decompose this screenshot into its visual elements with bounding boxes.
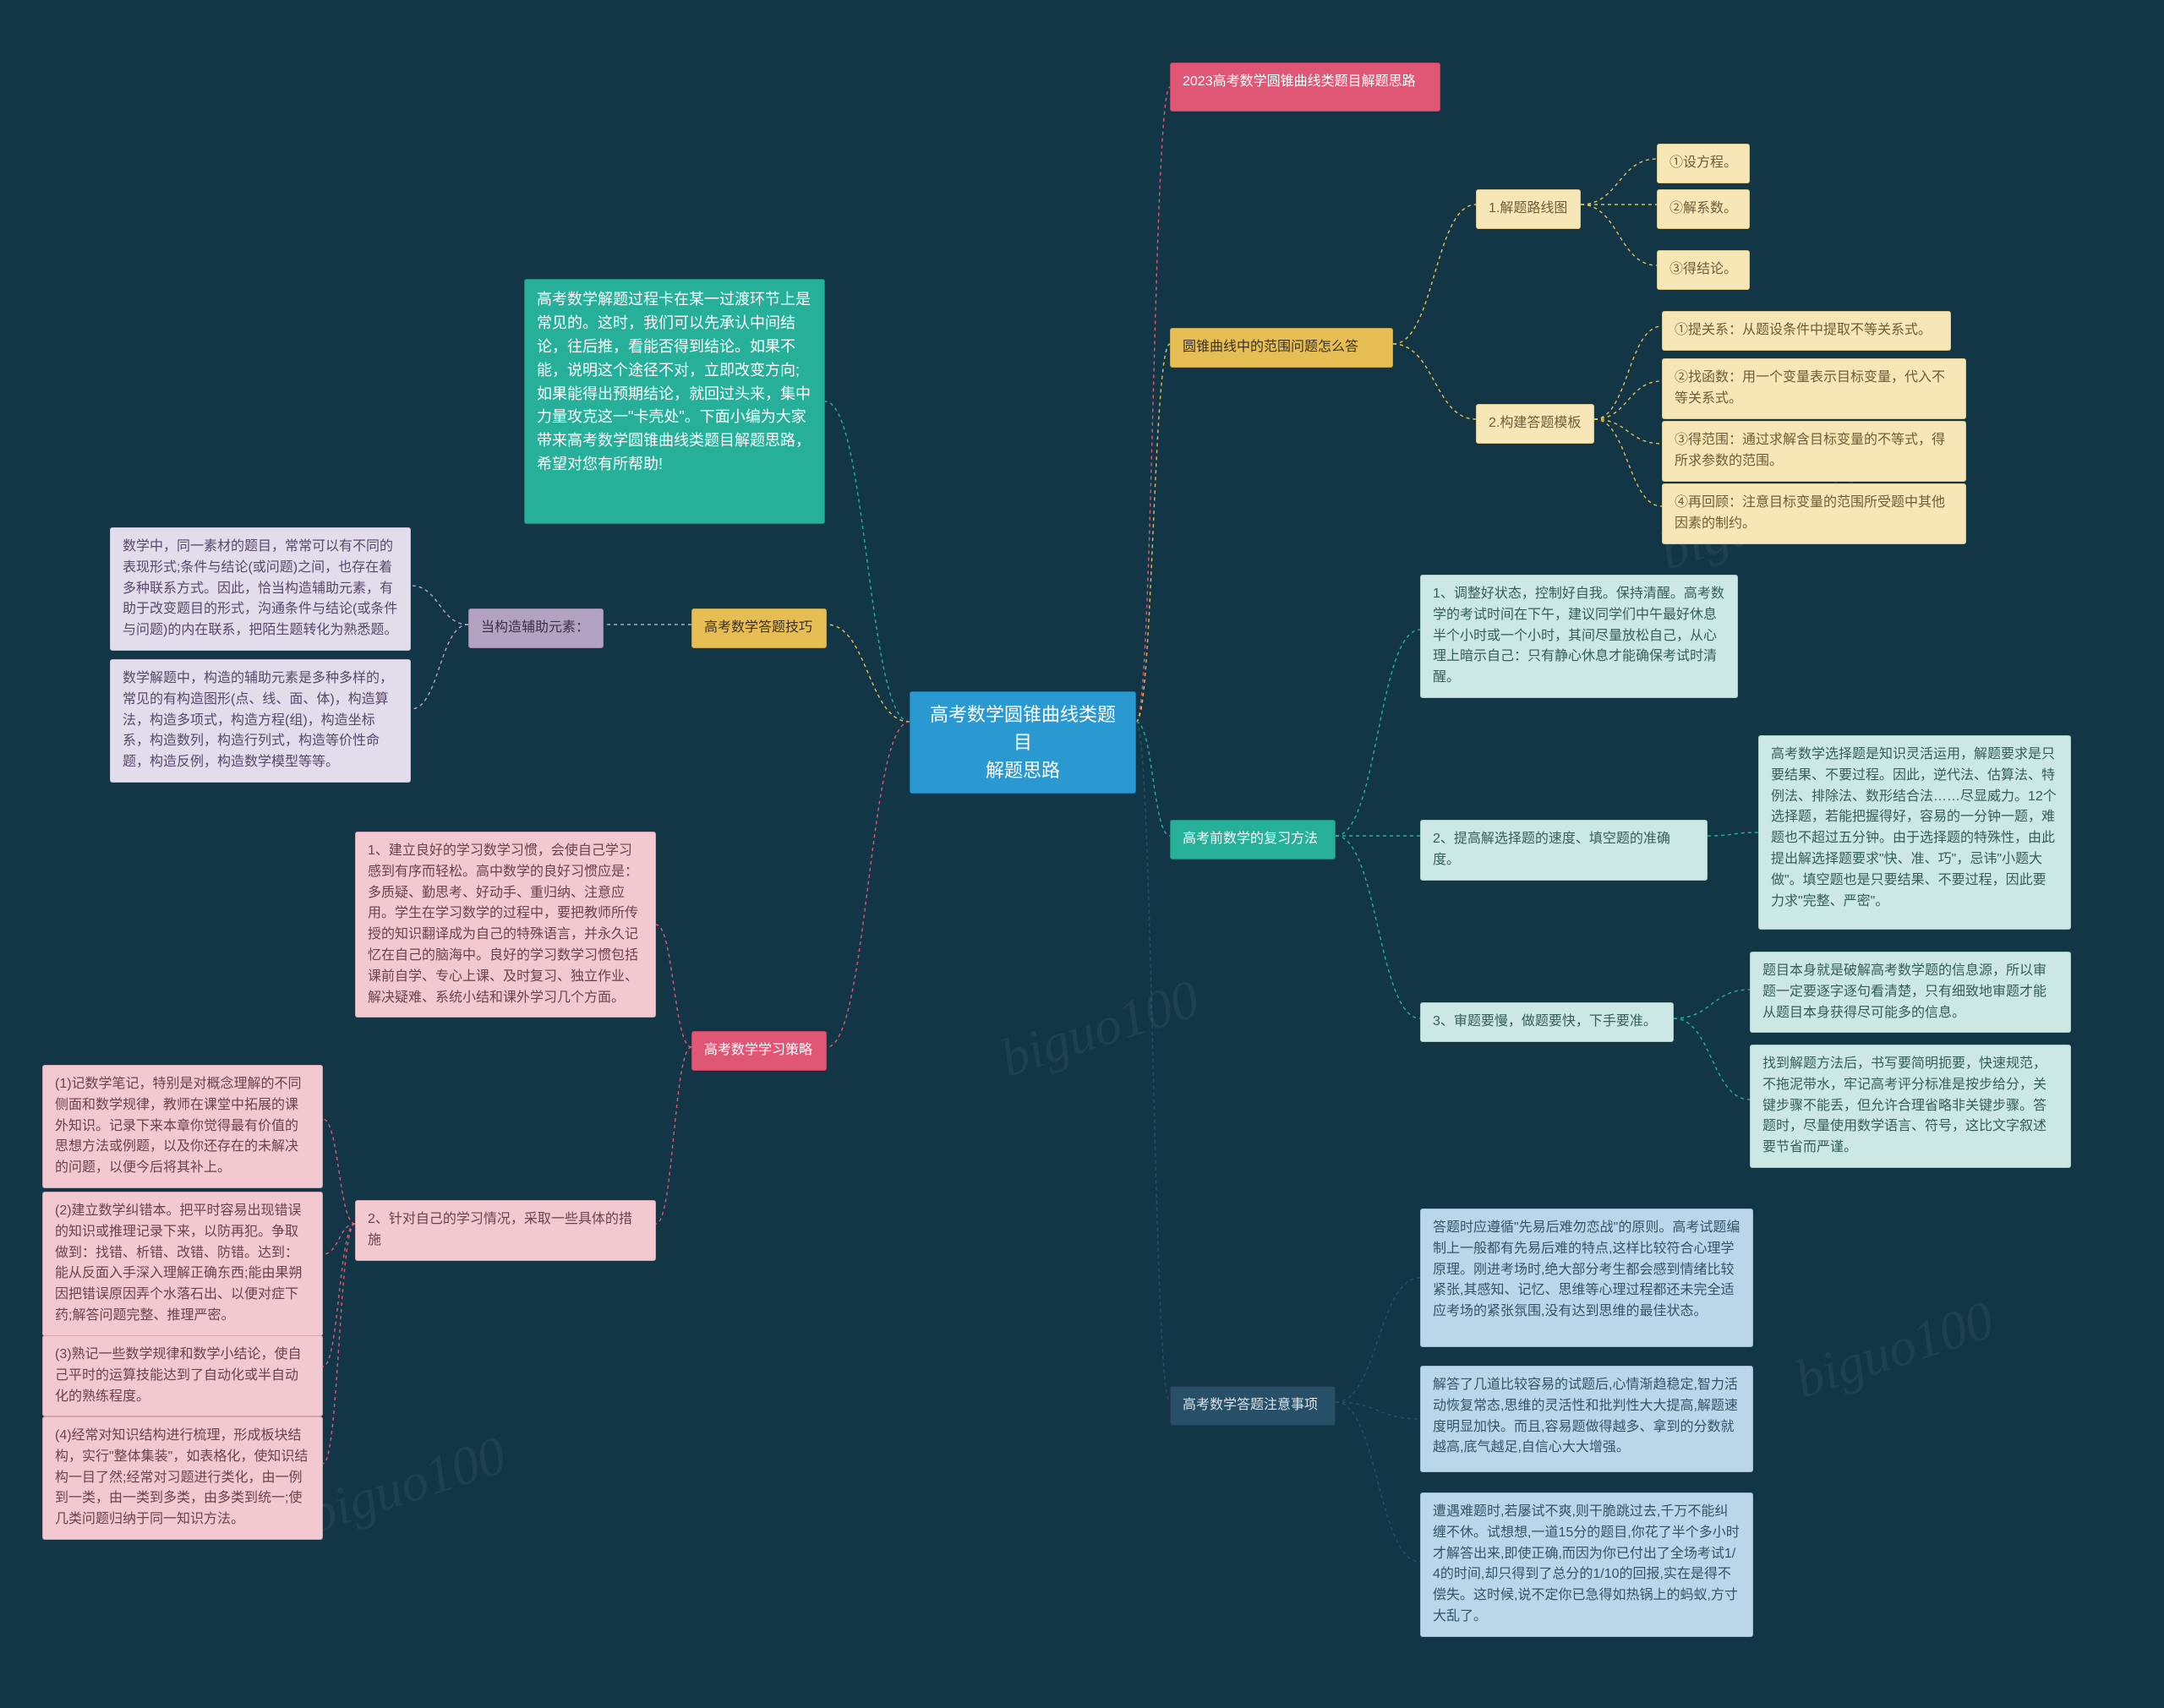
mindmap-stage: biguo100 biguo100 biguo100 biguo100 高考数学… (0, 0, 2164, 1708)
connector (827, 722, 910, 1047)
connector (1581, 205, 1657, 265)
notes-3-node[interactable]: 遭遇难题时,若屡试不爽,则干脆跳过去,千万不能纠缠不休。试想想,一道15分的题目… (1420, 1492, 1753, 1637)
connector (1393, 205, 1476, 344)
connector (1393, 344, 1476, 419)
connector (323, 1224, 355, 1367)
notes-title-node[interactable]: 高考数学答题注意事项 (1170, 1386, 1336, 1426)
scope-r1-node[interactable]: ①设方程。 (1657, 144, 1750, 183)
scope-r2-node[interactable]: ②解系数。 (1657, 189, 1750, 229)
scope-t4-node[interactable]: ④再回顾：注意目标变量的范围所受题中其他因素的制约。 (1662, 483, 1966, 544)
strategy-title-node[interactable]: 高考数学学习策略 (691, 1031, 827, 1071)
connector (1336, 1278, 1420, 1402)
scope-route-node[interactable]: 1.解题路线图 (1476, 189, 1581, 229)
connector (1136, 722, 1170, 836)
review-1-node[interactable]: 1、调整好状态，控制好自我。保持清醒。高考数学的考试时间在下午，建议同学们中午最… (1420, 575, 1738, 698)
scope-title-node[interactable]: 圆锥曲线中的范围问题怎么答 (1170, 328, 1393, 368)
tips-aux-node[interactable]: 当构造辅助元素： (468, 608, 604, 648)
connector (1336, 836, 1420, 1018)
strategy-2-node[interactable]: 2、针对自己的学习情况，采取一些具体的措施 (355, 1200, 656, 1261)
review-3a-node[interactable]: 题目本身就是破解高考数学题的信息源，所以审题一定要逐字逐句看清楚，只有细致地审题… (1750, 952, 2071, 1033)
review-2d-node[interactable]: 高考数学选择题是知识灵活运用，解题要求是只要结果、不要过程。因此，逆代法、估算法… (1758, 735, 2071, 930)
root-node[interactable]: 高考数学圆锥曲线类题目 解题思路 (910, 691, 1136, 794)
connector (1674, 1018, 1750, 1100)
tips-title-node[interactable]: 高考数学答题技巧 (691, 608, 827, 648)
scope-t3-node[interactable]: ③得范围：通过求解含目标变量的不等式，得所求参数的范围。 (1662, 421, 1966, 482)
thread-title-node[interactable]: 2023高考数学圆锥曲线类题目解题思路 (1170, 63, 1440, 112)
strategy-2b-node[interactable]: (2)建立数学纠错本。把平时容易出现错误的知识或推理记录下来，以防再犯。争取做到… (42, 1192, 323, 1336)
scope-r3-node[interactable]: ③得结论。 (1657, 250, 1750, 290)
notes-2-node[interactable]: 解答了几道比较容易的试题后,心情渐趋稳定,智力活动恢复常态,思维的灵活性和批判性… (1420, 1366, 1753, 1472)
connector (411, 586, 468, 625)
review-3-node[interactable]: 3、审题要慢，做题要快，下手要准。 (1420, 1002, 1674, 1042)
tips-aux-b-node[interactable]: 数学解题中，构造的辅助元素是多种多样的，常见的有构造图形(点、线、面、体)，构造… (110, 659, 411, 783)
connector (1594, 419, 1662, 444)
connector (1136, 344, 1170, 722)
connector (1336, 630, 1420, 836)
intro-node[interactable]: 高考数学解题过程卡在某一过渡环节上是常见的。这时，我们可以先承认中间结论，往后推… (524, 279, 825, 524)
tips-aux-a-node[interactable]: 数学中，同一素材的题目，常常可以有不同的表现形式;条件与结论(或问题)之间，也存… (110, 527, 411, 651)
connector (1136, 87, 1170, 722)
scope-t2-node[interactable]: ②找函数：用一个变量表示目标变量，代入不等关系式。 (1662, 358, 1966, 419)
strategy-2c-node[interactable]: (3)熟记一些数学规律和数学小结论，使自己平时的运算技能达到了自动化或半自动化的… (42, 1335, 323, 1416)
connector (1708, 832, 1758, 836)
connector (1581, 159, 1657, 205)
connector (656, 925, 691, 1047)
connector (1594, 326, 1662, 419)
connector (1594, 419, 1662, 506)
connector (411, 625, 468, 709)
review-2-node[interactable]: 2、提高解选择题的速度、填空题的准确度。 (1420, 820, 1708, 881)
watermark: biguo100 (992, 967, 1206, 1089)
connector (1336, 1402, 1420, 1419)
connector (827, 625, 910, 722)
connector (825, 401, 910, 722)
connector (1674, 990, 1750, 1018)
scope-tpl-node[interactable]: 2.构建答题模板 (1476, 404, 1594, 444)
connector (656, 1047, 691, 1224)
notes-1-node[interactable]: 答题时应遵循"先易后难勿恋战"的原则。高考试题编制上一般都有先易后难的特点,这样… (1420, 1209, 1753, 1347)
connector (1136, 722, 1170, 1402)
watermark: biguo100 (1787, 1288, 2001, 1411)
connector (323, 1119, 355, 1224)
review-title-node[interactable]: 高考前数学的复习方法 (1170, 820, 1336, 859)
connector (323, 1224, 355, 1464)
watermark: biguo100 (299, 1423, 513, 1546)
strategy-2d-node[interactable]: (4)经常对知识结构进行梳理，形成板块结构，实行"整体集装"，如表格化，使知识结… (42, 1416, 323, 1540)
scope-t1-node[interactable]: ①提关系：从题设条件中提取不等关系式。 (1662, 311, 1951, 351)
review-3b-node[interactable]: 找到解题方法后，书写要简明扼要，快速规范，不拖泥带水，牢记高考评分标准是按步给分… (1750, 1045, 2071, 1168)
strategy-1-node[interactable]: 1、建立良好的学习数学习惯，会使自己学习感到有序而轻松。高中数学的良好习惯应是：… (355, 832, 656, 1018)
strategy-2a-node[interactable]: (1)记数学笔记，特别是对概念理解的不同侧面和数学规律，教师在课堂中拓展的课外知… (42, 1065, 323, 1188)
connector (1594, 381, 1662, 419)
connector (1336, 1402, 1420, 1562)
connector (323, 1224, 355, 1254)
